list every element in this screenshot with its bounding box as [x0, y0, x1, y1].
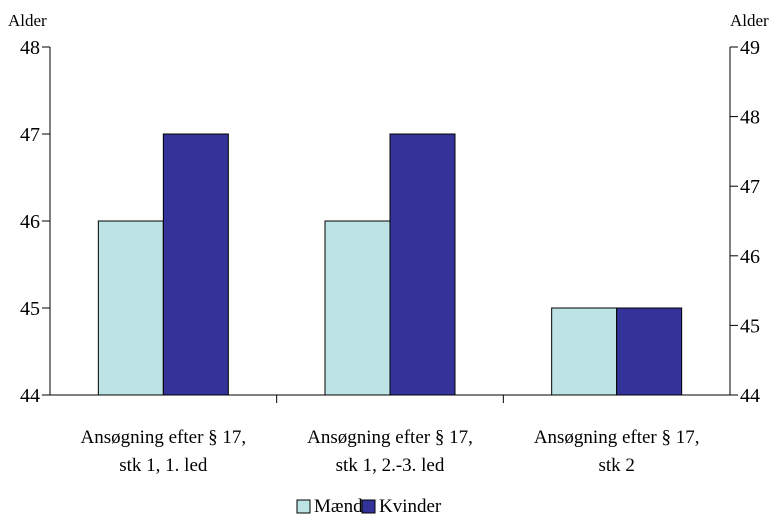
legend-swatch-kvinder [361, 499, 376, 514]
legend-label-mænd: Mænd [314, 496, 363, 517]
right-y-tick-label: 49 [740, 37, 760, 59]
legend-swatch-mænd [296, 499, 311, 514]
x-category-label: stk 2 [598, 455, 634, 476]
plot-area: 44 45 46 47 48 44 45 46 47 48 49 Ansøgning efter § … [20, 37, 760, 517]
bar-kvinder [389, 133, 456, 396]
right-y-tick-label: 47 [740, 176, 760, 198]
x-category-label: Ansøgning efter § 17, [534, 427, 700, 448]
legend-label-kvinder: Kvinder [379, 496, 442, 517]
left-axis-title: Alder [8, 11, 47, 30]
right-y-tick-label: 48 [740, 107, 760, 129]
bar-kvinder [616, 307, 683, 396]
x-category-label: Ansøgning efter § 17, [80, 427, 246, 448]
right-y-tick-label: 44 [740, 385, 760, 407]
x-category-label: stk 1, 1. led [119, 455, 208, 476]
left-y-tick-label: 47 [20, 124, 40, 146]
left-y-tick-label: 46 [20, 211, 40, 233]
bar-mænd [324, 220, 391, 396]
bar-kvinder [162, 133, 229, 396]
left-y-tick-label: 48 [20, 37, 40, 59]
bar-mænd [551, 307, 618, 396]
right-axis-title: Alder [730, 11, 769, 30]
left-y-tick-label: 44 [20, 385, 40, 407]
x-category-label: stk 1, 2.-3. led [336, 455, 445, 476]
left-y-tick-label: 45 [20, 298, 40, 320]
right-y-tick-label: 46 [740, 246, 760, 268]
x-category-label: Ansøgning efter § 17, [307, 427, 473, 448]
bar-mænd [97, 220, 164, 396]
right-y-tick-label: 45 [740, 315, 760, 337]
